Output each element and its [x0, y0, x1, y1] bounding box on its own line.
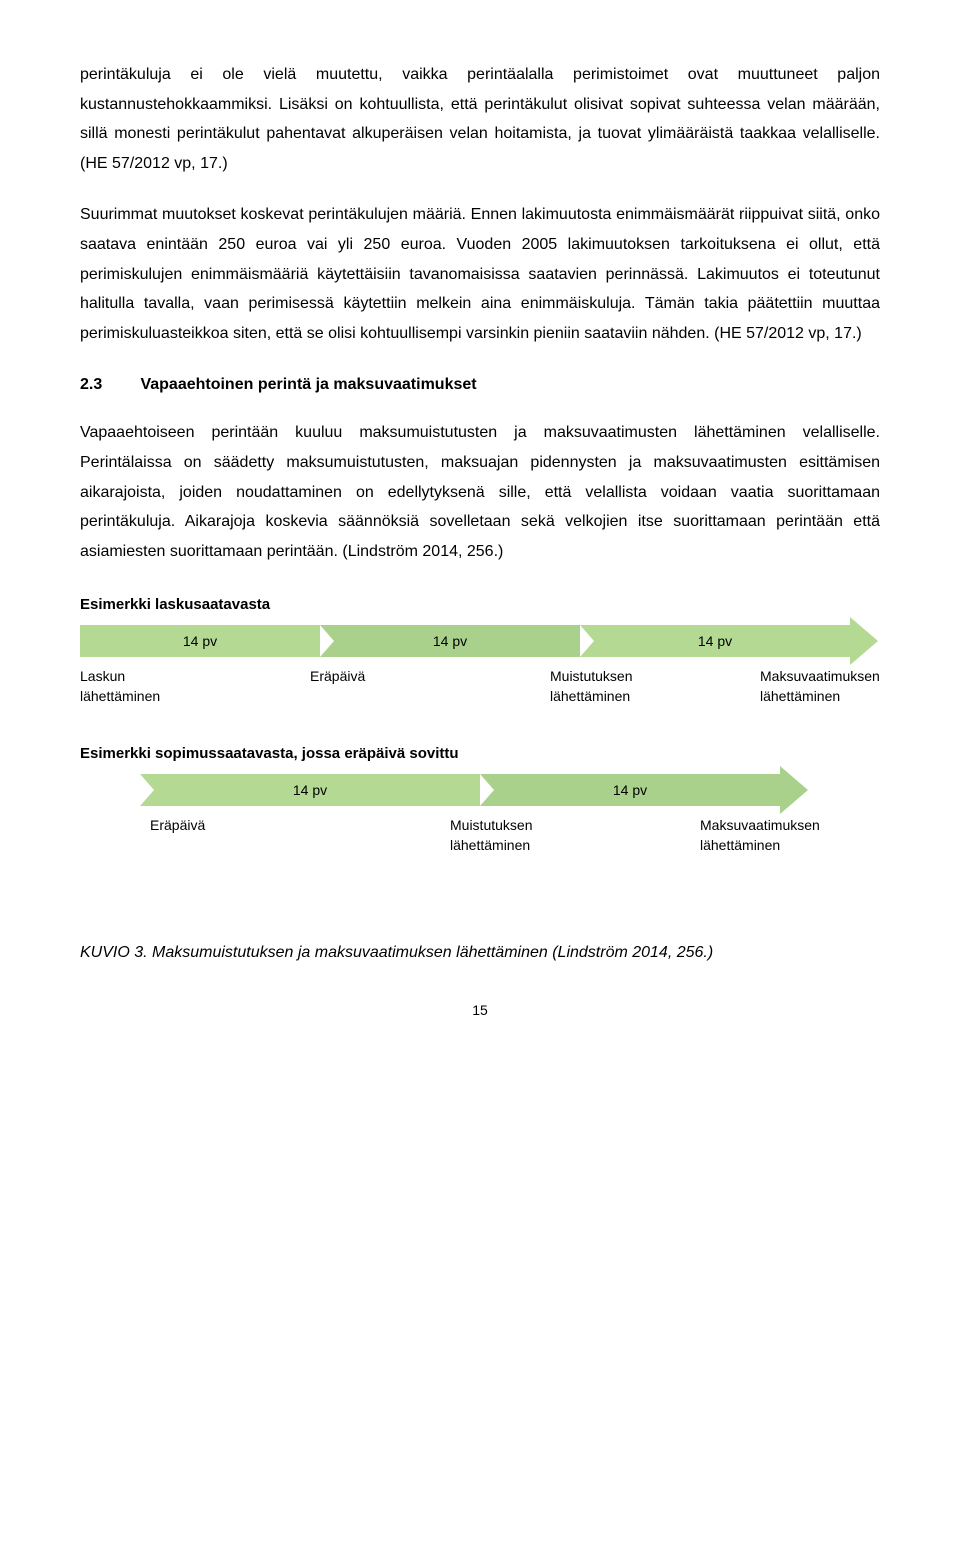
diagram-sopimussaatava: Esimerkki sopimussaatavasta, jossa eräpä…: [80, 745, 880, 864]
diagram-stage-label: Eräpäivä: [150, 816, 205, 836]
diagram-stage-label: Maksuvaatimuksenlähettäminen: [760, 667, 880, 706]
diagram-stage-label: Maksuvaatimuksenlähettäminen: [700, 816, 820, 855]
arrow-segment: 14 pv: [480, 774, 780, 806]
section-number: 2.3: [80, 376, 136, 394]
arrow-indent: [480, 774, 494, 806]
arrow-segment: 14 pv: [80, 625, 320, 657]
paragraph-2: Suurimmat muutokset koskevat perintäkulu…: [80, 200, 880, 348]
diagram-stage-label: Eräpäivä: [310, 667, 365, 687]
diagram-laskusaatava: Esimerkki laskusaatavasta 14 pv14 pv14 p…: [80, 596, 880, 715]
diagram-stage-label: Muistutuksenlähettäminen: [450, 816, 532, 855]
section-heading: 2.3 Vapaaehtoinen perintä ja maksuvaatim…: [80, 376, 880, 394]
diagram1-arrow: 14 pv14 pv14 pv: [80, 619, 880, 663]
diagram1-title: Esimerkki laskusaatavasta: [80, 596, 880, 613]
arrow-segment: 14 pv: [320, 625, 580, 657]
section-title: Vapaaehtoinen perintä ja maksuvaatimukse…: [140, 376, 476, 393]
arrow-segment: 14 pv: [140, 774, 480, 806]
figure-caption: KUVIO 3. Maksumuistutuksen ja maksuvaati…: [80, 944, 880, 962]
paragraph-3: Vapaaehtoiseen perintään kuuluu maksumui…: [80, 418, 880, 566]
arrow-head-icon: [850, 617, 878, 665]
arrow-segment: 14 pv: [580, 625, 850, 657]
diagram-stage-label: Laskunlähettäminen: [80, 667, 160, 706]
paragraph-1: perintäkuluja ei ole vielä muutettu, vai…: [80, 60, 880, 178]
diagram2-arrow: 14 pv14 pv: [80, 768, 880, 812]
arrow-indent: [140, 774, 154, 806]
diagram2-labels: Eräpäivä Muistutuksenlähettäminen Maksuvaa…: [80, 816, 880, 864]
arrow-head-icon: [780, 766, 808, 814]
diagram-stage-label: Muistutuksenlähettäminen: [550, 667, 632, 706]
arrow-indent: [320, 625, 334, 657]
page-number: 15: [80, 1002, 880, 1018]
diagram2-title: Esimerkki sopimussaatavasta, jossa eräpä…: [80, 745, 880, 762]
diagram1-labels: Laskunlähettäminen Eräpäivä Muistutuksenlä…: [80, 667, 880, 715]
arrow-indent: [580, 625, 594, 657]
